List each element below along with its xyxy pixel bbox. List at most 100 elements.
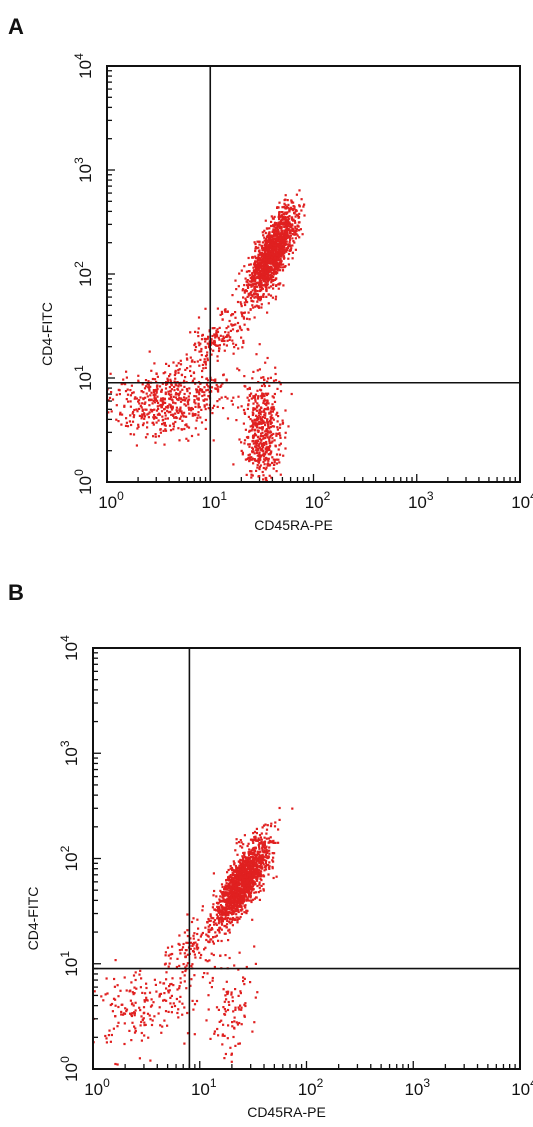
data-point bbox=[229, 865, 232, 868]
data-point bbox=[156, 405, 159, 408]
data-point bbox=[265, 451, 268, 454]
data-point bbox=[160, 406, 163, 409]
data-point bbox=[277, 448, 280, 451]
data-point bbox=[247, 880, 250, 883]
data-point bbox=[276, 263, 280, 266]
data-point bbox=[287, 228, 290, 231]
data-point bbox=[280, 219, 283, 222]
data-point bbox=[215, 923, 218, 926]
data-point bbox=[295, 213, 298, 216]
data-point bbox=[259, 854, 262, 857]
data-point bbox=[259, 416, 262, 419]
data-point bbox=[259, 413, 262, 416]
data-point bbox=[125, 370, 128, 373]
data-point bbox=[201, 931, 204, 935]
data-point bbox=[288, 221, 291, 224]
data-point bbox=[254, 305, 257, 308]
data-point bbox=[175, 406, 178, 409]
data-point bbox=[213, 1030, 216, 1033]
data-point bbox=[223, 912, 226, 915]
data-point bbox=[150, 1023, 154, 1027]
data-point bbox=[258, 409, 261, 412]
data-point bbox=[232, 463, 235, 466]
data-point bbox=[143, 415, 146, 418]
data-point bbox=[237, 406, 240, 409]
data-point bbox=[219, 954, 222, 957]
data-point bbox=[265, 848, 268, 851]
data-point bbox=[151, 421, 154, 424]
data-point bbox=[267, 462, 270, 465]
data-point bbox=[147, 416, 150, 419]
data-point bbox=[222, 907, 225, 910]
data-point bbox=[263, 842, 266, 845]
data-point bbox=[240, 889, 243, 893]
data-point bbox=[247, 895, 251, 898]
data-point bbox=[233, 890, 236, 893]
data-point bbox=[194, 345, 198, 349]
data-point bbox=[290, 216, 293, 219]
data-point bbox=[129, 400, 132, 403]
data-point bbox=[240, 305, 243, 308]
data-point bbox=[257, 404, 260, 407]
data-point bbox=[266, 399, 269, 402]
data-point bbox=[262, 278, 265, 281]
data-point bbox=[253, 282, 257, 286]
data-point bbox=[139, 969, 142, 972]
data-point bbox=[214, 935, 217, 938]
data-point bbox=[248, 873, 251, 876]
data-point bbox=[236, 880, 239, 883]
data-point bbox=[193, 377, 196, 380]
data-point bbox=[217, 1008, 220, 1011]
data-point bbox=[200, 421, 204, 424]
data-point bbox=[273, 261, 276, 264]
data-point bbox=[298, 204, 301, 207]
data-point bbox=[120, 1013, 123, 1016]
data-point bbox=[244, 297, 247, 300]
data-point bbox=[145, 408, 148, 411]
data-point bbox=[265, 428, 268, 431]
data-point bbox=[179, 384, 183, 387]
data-point bbox=[256, 300, 259, 303]
data-point bbox=[129, 394, 132, 397]
data-point bbox=[218, 398, 221, 401]
data-point bbox=[178, 949, 181, 952]
data-point bbox=[252, 841, 255, 844]
data-point bbox=[267, 377, 270, 380]
data-point bbox=[254, 265, 257, 268]
data-point bbox=[203, 405, 206, 408]
data-point bbox=[257, 266, 260, 269]
data-point bbox=[258, 898, 261, 901]
data-point bbox=[252, 866, 255, 869]
data-point bbox=[165, 971, 168, 974]
data-point bbox=[238, 951, 241, 954]
data-point bbox=[137, 407, 141, 410]
data-point bbox=[258, 858, 262, 861]
data-point bbox=[133, 1014, 136, 1017]
data-point bbox=[241, 451, 244, 454]
data-point bbox=[184, 368, 187, 371]
data-point bbox=[196, 331, 200, 334]
data-point bbox=[240, 901, 243, 904]
data-point bbox=[158, 404, 161, 407]
data-point bbox=[199, 342, 202, 345]
data-point bbox=[239, 904, 242, 907]
data-point bbox=[225, 990, 228, 993]
data-point bbox=[267, 423, 270, 426]
data-point bbox=[250, 890, 253, 893]
data-point bbox=[152, 1001, 155, 1004]
data-point bbox=[264, 846, 267, 849]
data-point bbox=[203, 394, 206, 397]
data-point bbox=[183, 396, 186, 399]
data-point bbox=[272, 379, 276, 382]
data-point bbox=[258, 289, 262, 293]
data-point bbox=[229, 891, 232, 894]
data-point bbox=[271, 283, 275, 287]
data-point bbox=[166, 417, 169, 420]
data-point bbox=[253, 945, 256, 948]
data-point bbox=[207, 994, 210, 997]
data-point bbox=[194, 348, 197, 352]
data-point bbox=[226, 884, 229, 887]
data-point bbox=[129, 433, 132, 436]
data-point bbox=[230, 1060, 233, 1063]
data-point bbox=[220, 921, 223, 924]
